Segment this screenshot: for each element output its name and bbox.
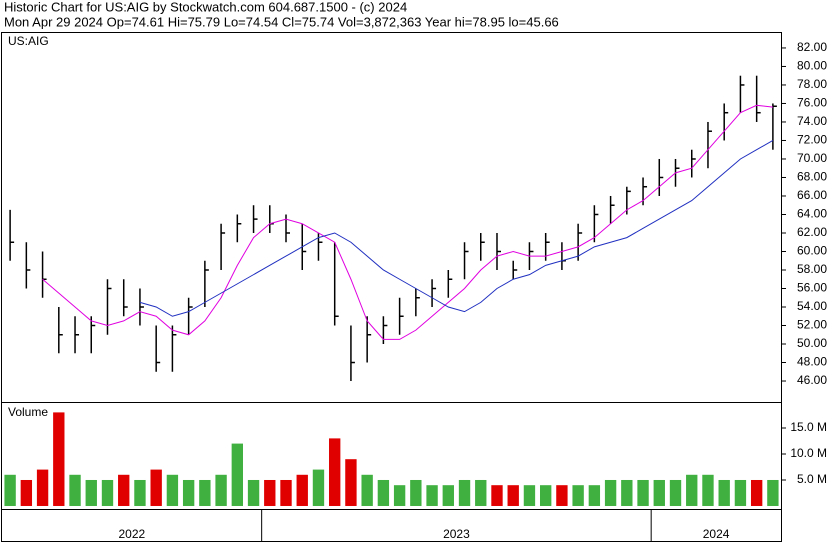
- volume-bar: [361, 474, 373, 506]
- volume-bar: [556, 485, 568, 506]
- volume-bar: [750, 479, 763, 506]
- y2-tick-label: 10.0 M: [790, 446, 827, 460]
- volume-bar: [296, 474, 308, 506]
- y-tick-label: 64.00: [797, 207, 827, 221]
- volume-bar: [718, 479, 730, 506]
- y-tick-label: 46.00: [797, 373, 827, 387]
- volume-bar: [767, 479, 779, 506]
- volume-bar: [426, 485, 438, 506]
- y-tick-label: 78.00: [797, 77, 827, 91]
- volume-bar: [702, 474, 714, 506]
- y-tick-label: 54.00: [797, 299, 827, 313]
- y-tick-label: 58.00: [797, 262, 827, 276]
- year-label: 2023: [443, 527, 470, 541]
- volume-bar: [20, 479, 33, 506]
- volume-bar: [36, 469, 49, 506]
- y-tick-label: 48.00: [797, 355, 827, 369]
- volume-bar: [588, 485, 601, 506]
- volume-bar: [134, 479, 146, 506]
- volume-bar: [377, 479, 390, 506]
- volume-bar: [410, 479, 422, 506]
- volume-bar: [101, 479, 114, 506]
- y2-tick-label: 15.0 M: [790, 420, 827, 434]
- chart-subtitle: Mon Apr 29 2024 Op=74.61 Hi=75.79 Lo=74.…: [4, 14, 559, 29]
- volume-bar: [621, 479, 633, 506]
- volume-bar: [69, 474, 81, 506]
- volume-bar: [637, 479, 649, 506]
- volume-bar: [734, 479, 747, 506]
- volume-bar: [475, 479, 487, 506]
- y-tick-label: 62.00: [797, 225, 827, 239]
- y-tick-label: 50.00: [797, 336, 827, 350]
- volume-bar: [539, 485, 552, 506]
- volume-bar: [329, 438, 341, 506]
- volume-bar: [572, 485, 584, 506]
- volume-bar: [53, 412, 65, 506]
- chart-title: Historic Chart for US:AIG by Stockwatch.…: [4, 0, 407, 14]
- volume-bar: [669, 479, 682, 506]
- y-tick-label: 68.00: [797, 170, 827, 184]
- y-tick-label: 80.00: [797, 59, 827, 73]
- y-tick-label: 74.00: [797, 114, 827, 128]
- date-strip: [1, 509, 782, 542]
- y-tick-label: 72.00: [797, 133, 827, 147]
- y-tick-label: 52.00: [797, 318, 827, 332]
- symbol-label: US:AIG: [8, 34, 49, 48]
- volume-label: Volume: [8, 405, 48, 419]
- volume-bar: [199, 479, 211, 506]
- volume-bar: [182, 479, 195, 506]
- y-tick-label: 56.00: [797, 281, 827, 295]
- volume-bar: [247, 479, 260, 506]
- volume-bar: [442, 485, 454, 506]
- year-label: 2022: [118, 527, 145, 541]
- volume-bar: [215, 474, 227, 506]
- volume-bar: [231, 443, 244, 506]
- volume-bar: [264, 479, 276, 506]
- volume-bar: [150, 469, 162, 506]
- volume-bar: [118, 474, 130, 506]
- volume-bar: [4, 474, 16, 506]
- volume-bar: [604, 479, 617, 506]
- ma50-line: [42, 104, 773, 340]
- volume-bar: [393, 485, 406, 506]
- volume-bar: [166, 474, 179, 506]
- volume-bar: [653, 479, 665, 506]
- y2-tick-label: 5.0 M: [797, 472, 827, 486]
- volume-bar: [312, 469, 325, 506]
- volume-bar: [458, 479, 471, 506]
- year-label: 2024: [703, 527, 730, 541]
- y-tick-label: 70.00: [797, 151, 827, 165]
- y-tick-label: 66.00: [797, 188, 827, 202]
- volume-bar: [523, 485, 536, 506]
- volume-bar: [491, 485, 503, 506]
- y-tick-label: 60.00: [797, 244, 827, 258]
- y-tick-label: 76.00: [797, 96, 827, 110]
- volume-bar: [507, 485, 519, 506]
- volume-bar: [686, 474, 698, 506]
- volume-bar: [85, 479, 97, 506]
- volume-bar: [280, 479, 292, 506]
- volume-bar: [345, 459, 357, 506]
- y-tick-label: 82.00: [797, 40, 827, 54]
- ma200-line: [139, 140, 774, 317]
